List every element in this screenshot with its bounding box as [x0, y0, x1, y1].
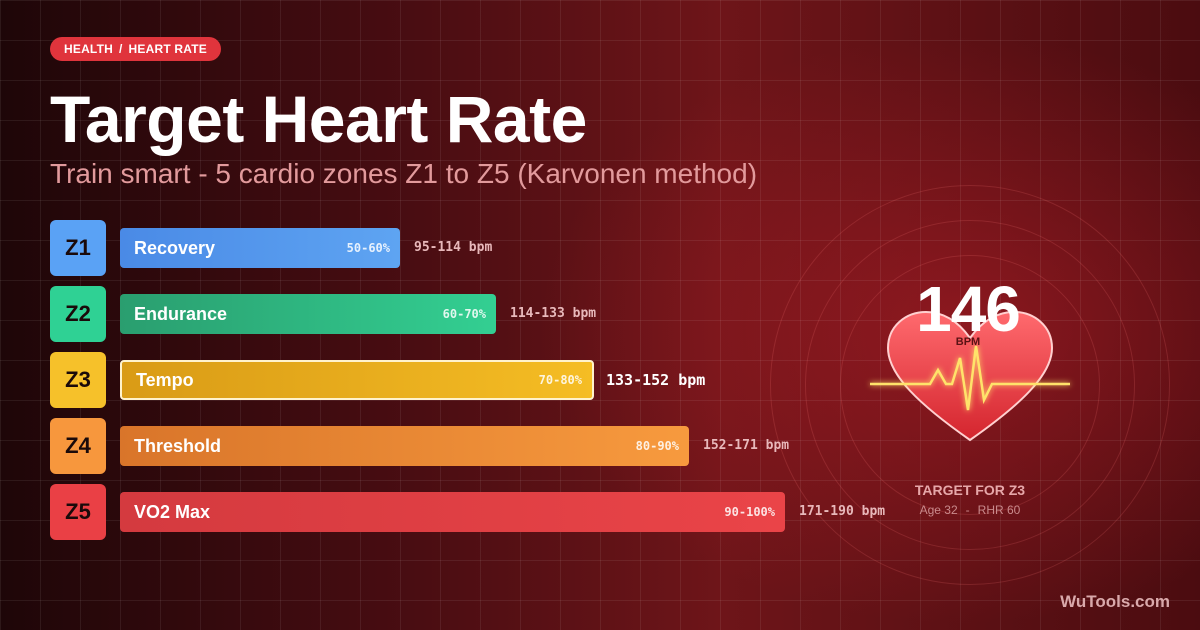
- zone-bpm: 152-171 bpm: [703, 438, 790, 453]
- zone-chip-z4: Z4: [50, 418, 106, 474]
- zone-name: Recovery: [134, 237, 216, 258]
- zone-bar-z1[interactable]: Recovery 50-60%: [120, 228, 400, 268]
- zone-chip-z3: Z3: [50, 352, 106, 408]
- target-meta: Age 32 - RHR 60: [870, 503, 1070, 517]
- target-bpm-value: 146: [916, 273, 1021, 345]
- category-badge[interactable]: HEALTH / HEART RATE: [50, 37, 221, 61]
- zone-bar-z3[interactable]: Tempo 70-80%: [120, 360, 594, 400]
- badge-separator: /: [118, 42, 123, 56]
- zone-row-z4[interactable]: Z4 Threshold 80-90% 152-171 bpm: [50, 418, 950, 474]
- zone-row-z5[interactable]: Z5 VO2 Max 90-100% 171-190 bpm: [50, 484, 950, 540]
- zone-bar-z2[interactable]: Endurance 60-70%: [120, 294, 496, 334]
- zone-bpm: 133-152 bpm: [606, 371, 706, 389]
- pulse-ring-outer: [770, 185, 1170, 585]
- ecg-line-icon: [870, 345, 1070, 411]
- zone-row-z1[interactable]: Z1 Recovery 50-60% 95-114 bpm: [50, 220, 950, 276]
- zone-percent: 90-100%: [724, 505, 775, 519]
- zone-name: VO2 Max: [134, 501, 211, 522]
- badge-section: HEALTH: [64, 42, 113, 56]
- zone-chip-z2: Z2: [50, 286, 106, 342]
- zone-name: Threshold: [134, 435, 222, 456]
- zone-bpm: 114-133 bpm: [510, 306, 597, 321]
- zone-chip-z5: Z5: [50, 484, 106, 540]
- page-subtitle: Train smart - 5 cardio zones Z1 to Z5 (K…: [50, 158, 758, 189]
- zone-percent: 50-60%: [346, 241, 390, 255]
- heart-icon: [886, 310, 1054, 442]
- target-rhr: RHR 60: [977, 503, 1021, 517]
- zone-chip-z1: Z1: [50, 220, 106, 276]
- zone-bar-z4[interactable]: Threshold 80-90%: [120, 426, 689, 466]
- zone-percent: 80-90%: [635, 439, 679, 453]
- zone-name: Endurance: [134, 303, 228, 324]
- brand-logo[interactable]: WuTools.com: [1060, 592, 1170, 611]
- target-bpm-unit: BPM: [955, 336, 981, 348]
- badge-topic: HEART RATE: [128, 42, 207, 56]
- zone-percent: 70-80%: [538, 373, 582, 387]
- zone-bpm: 95-114 bpm: [414, 240, 493, 255]
- target-meta-separator: -: [965, 503, 970, 517]
- zone-bar-z5[interactable]: VO2 Max 90-100%: [120, 492, 785, 532]
- page-title: Target Heart Rate: [50, 82, 587, 156]
- pulse-ring-middle: [805, 220, 1135, 550]
- zone-name: Tempo: [136, 369, 194, 390]
- zone-percent: 60-70%: [442, 307, 486, 321]
- zone-row-z3[interactable]: Z3 Tempo 70-80% 133-152 bpm: [50, 352, 950, 408]
- zone-row-z2[interactable]: Z2 Endurance 60-70% 114-133 bpm: [50, 286, 950, 342]
- target-zone-label: TARGET FOR Z3: [914, 482, 1026, 498]
- target-age: Age 32: [919, 503, 958, 517]
- heart-graphic: [860, 270, 1080, 470]
- pulse-ring-inner: [840, 255, 1100, 515]
